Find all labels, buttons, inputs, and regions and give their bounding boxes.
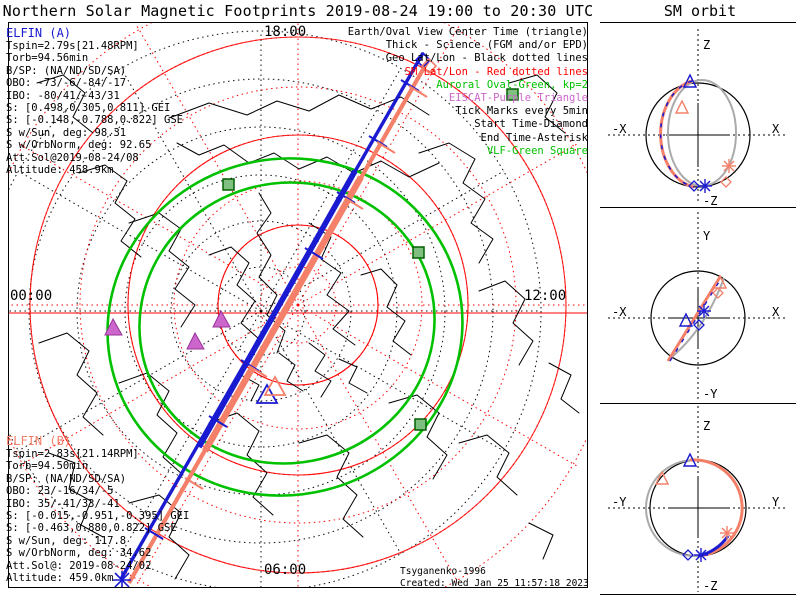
elfin-b-line: S w/OrbNorm, deg: 34.62 <box>6 547 152 560</box>
elfin-a-line: S: [0.498,0.305,0.811] GEI <box>6 102 171 115</box>
start-time-diamond-b <box>420 57 438 75</box>
elfin-b-line: OBO: 23/-16/34/-5 <box>6 485 114 498</box>
svg-text:-X: -X <box>612 305 627 319</box>
elfin-b-track <box>127 57 431 585</box>
elfin-b-line: Torb=94.50min <box>6 460 89 473</box>
elfin-b-line: IBO: 35/-41/33/-41 <box>6 497 120 510</box>
elfin-b-line: Tspin=2.83s[21.14RPM] <box>6 448 139 460</box>
clock-label-bottom: 06:00 <box>264 562 307 578</box>
polar-map-panel <box>8 22 588 588</box>
elfin-a-line: Torb=94.56min <box>6 52 89 65</box>
svg-text:Z: Z <box>703 419 710 433</box>
elfin-a-line: S: [-0.148,-0.788,0.822] GSE <box>6 114 184 127</box>
elfin-b-line: Altitude: 459.0km <box>6 572 114 585</box>
sm-panel-yz: Z -Y Y -Z <box>600 403 796 595</box>
elfin-a-line: S w/Sun, deg: 98.31 <box>6 126 127 139</box>
geo-grid <box>9 30 542 587</box>
polar-map-svg <box>9 23 587 587</box>
elfin-b-line: Att.Sol@: 2019-08-24/02 <box>6 559 152 572</box>
elfin-b-tickmarks <box>184 85 428 490</box>
legend-item: Thick - Science (FGM and/or EPD) <box>385 39 588 52</box>
legend-item: SM Lat/Lon - Red dotted lines <box>404 65 588 78</box>
elfin-a-line: Altitude: 458.9km <box>6 164 114 177</box>
clock-label-top: 18:00 <box>264 24 307 40</box>
elfin-a-line: B/SP: (NA/ND/SD/SA) <box>6 64 127 77</box>
elfin-a-line: OBO: -73/-6/-84/-17 <box>6 77 127 90</box>
map-legend-key: Earth/Oval View Center Time (triangle) T… <box>348 26 588 158</box>
elfin-a-line: Tspin=2.79s[21.48RPM] <box>6 40 139 52</box>
model-credit: Tsyganenko-1996 <box>400 566 486 577</box>
legend-item: Start Time-Diamond <box>474 118 588 131</box>
sm-grid <box>9 23 587 587</box>
legend-item: Auroral Oval-Green, kp=2 <box>436 78 588 91</box>
elfin-b-line: S w/Sun, deg: 117.8 <box>6 534 127 547</box>
page-title: Northern Solar Magnetic Footprints 2019-… <box>2 2 594 20</box>
svg-text:Y: Y <box>703 229 711 243</box>
auroral-oval <box>106 157 464 497</box>
elfin-a-line: IBO: -80/41/-43/31 <box>6 89 120 102</box>
svg-text:-Y: -Y <box>612 495 627 509</box>
elfin-a-track <box>119 52 425 580</box>
legend-item: VLF-Green Square <box>486 144 588 157</box>
svg-text:-X: -X <box>612 122 627 136</box>
svg-text:Z: Z <box>703 38 710 52</box>
sm-panel-xy: Y -X X -Y <box>600 207 796 403</box>
legend-item: End Time-Asterisk <box>480 131 588 144</box>
sm-orbit-title: SM orbit <box>663 2 737 20</box>
elfin-b-name: ELFIN (B) <box>6 434 72 448</box>
elfin-a-line: Att.Sol@2019-08-24/08 <box>6 151 139 164</box>
view-center-triangle-a <box>255 383 279 404</box>
elfin-a-name: ELFIN (A) <box>6 26 72 40</box>
legend-item: Geo Lat/Lon - Black dotted lines <box>385 52 588 65</box>
elfin-b-line: B/SP: (NA/ND/SD/SA) <box>6 472 127 485</box>
elfin-a-line: S w/OrbNorm, deg: 92.65 <box>6 139 152 152</box>
eiscat-triangle <box>104 309 231 350</box>
elfin-b-info-block: ELFIN (B) Tspin=2.83s[21.14RPM] Torb=94.… <box>6 434 189 584</box>
elfin-b-line: S: [-0.463,0.880,0.822] GSE <box>6 522 177 535</box>
legend-item: EISCAT-Purple Triangle <box>448 92 588 105</box>
view-center-triangle-b <box>263 375 287 396</box>
legend-item: Earth/Oval View Center Time (triangle) <box>347 26 588 38</box>
svg-text:-Z: -Z <box>703 579 717 593</box>
vlf-square <box>222 88 519 431</box>
clock-label-right: 12:00 <box>524 288 567 304</box>
elfin-b-line: S: [-0.015,-0.951,-0.395] GEI <box>6 510 190 523</box>
svg-text:X: X <box>772 305 780 319</box>
sm-panel-xz: Z -X X -Z <box>600 22 796 207</box>
svg-text:-Z: -Z <box>703 194 717 207</box>
clock-label-left: 00:00 <box>10 288 53 304</box>
elfin-a-info-block: ELFIN (A) Tspin=2.79s[21.48RPM] Torb=94.… <box>6 26 183 176</box>
end-time-asterisk-a <box>113 571 131 587</box>
svg-text:-Y: -Y <box>703 387 718 401</box>
created-timestamp: Created: Wed Jan 25 11:57:18 2023 <box>400 578 589 589</box>
legend-item: Tick Marks every 5min <box>455 105 588 118</box>
svg-text:Y: Y <box>772 495 780 509</box>
svg-text:X: X <box>772 122 780 136</box>
